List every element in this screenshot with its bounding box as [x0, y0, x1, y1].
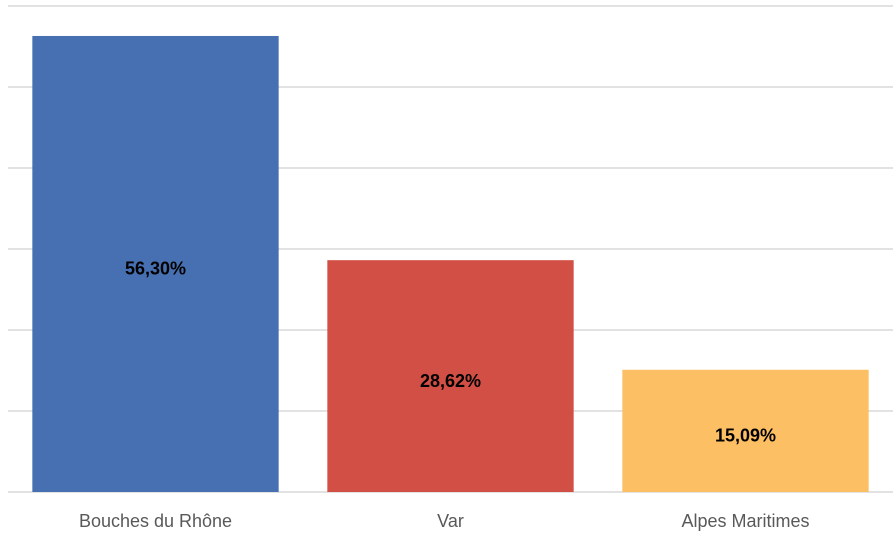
- data-label: 56,30%: [125, 259, 186, 279]
- x-tick-label: Var: [437, 511, 464, 531]
- bar: [622, 369, 869, 492]
- bar: [32, 35, 279, 492]
- data-label: 28,62%: [420, 371, 481, 391]
- data-label: 15,09%: [715, 426, 776, 446]
- bar: [327, 260, 574, 492]
- x-tick-label: Bouches du Rhône: [79, 511, 232, 531]
- x-tick-label: Alpes Maritimes: [681, 511, 809, 531]
